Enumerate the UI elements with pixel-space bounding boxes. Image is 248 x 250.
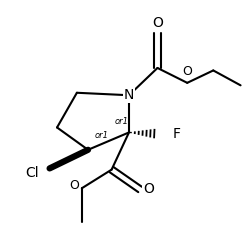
Text: or1: or1 [115, 117, 128, 126]
Text: or1: or1 [94, 131, 108, 140]
Text: O: O [143, 182, 154, 196]
Text: O: O [69, 179, 79, 192]
Text: N: N [124, 88, 134, 102]
Text: Cl: Cl [25, 166, 38, 180]
Text: O: O [182, 66, 192, 78]
Text: O: O [152, 16, 163, 30]
Text: F: F [172, 127, 180, 141]
